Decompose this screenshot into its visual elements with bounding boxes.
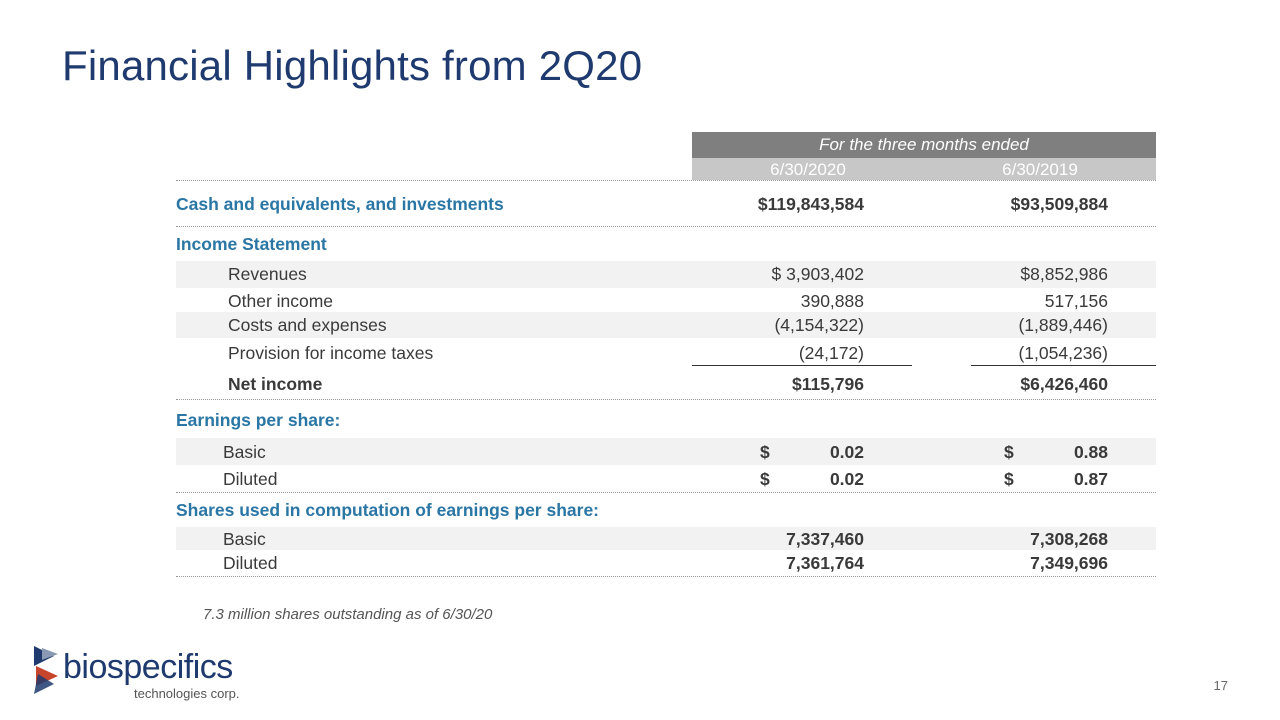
cash-value-2019: $93,509,884: [1010, 194, 1108, 214]
eps-basic-value-2019: 0.88: [1073, 442, 1108, 462]
subtotal-underline-2019: [971, 365, 1156, 366]
costs-label: Costs and expenses: [228, 315, 387, 335]
other-income-label: Other income: [228, 291, 334, 311]
shares-diluted-label: Diluted: [223, 553, 278, 573]
net-income-row: Net income $115,796 $6,426,460: [176, 372, 1156, 396]
eps-basic-label: Basic: [223, 442, 266, 462]
eps-diluted-value-2020: 0.02: [829, 469, 864, 489]
revenues-value-2019: $8,852,986: [1020, 264, 1108, 284]
period-header: For the three months ended: [692, 132, 1156, 158]
other-income-row: Other income 390,888 517,156: [176, 288, 1156, 312]
eps-diluted-value-2019: 0.87: [1073, 469, 1108, 489]
column-header-2020: 6/30/2020: [770, 160, 846, 179]
eps-basic-dollar-2019: $: [1004, 442, 1014, 462]
footnote: 7.3 million shares outstanding as of 6/3…: [203, 606, 493, 623]
income-statement-heading: Income Statement: [176, 234, 1156, 258]
shares-diluted-value-2020: 7,361,764: [786, 553, 864, 573]
taxes-label: Provision for income taxes: [228, 343, 434, 363]
logo-tagline: technologies corp.: [134, 686, 240, 701]
revenues-value-2020: $ 3,903,402: [771, 264, 864, 284]
divider: [176, 226, 1156, 227]
other-income-value-2020: 390,888: [800, 291, 864, 311]
eps-basic-row: Basic $ 0.02 $ 0.88: [176, 438, 1156, 465]
page-number: 17: [1213, 678, 1228, 693]
dna-helix-icon: [34, 646, 58, 694]
revenues-row: Revenues $ 3,903,402 $8,852,986: [176, 261, 1156, 288]
shares-label: Shares used in computation of earnings p…: [176, 500, 600, 520]
net-income-value-2019: $6,426,460: [1020, 374, 1108, 394]
eps-diluted-dollar-2019: $: [1004, 469, 1014, 489]
taxes-value-2020: (24,172): [798, 343, 864, 363]
eps-diluted-dollar-2020: $: [760, 469, 770, 489]
costs-row: Costs and expenses (4,154,322) (1,889,44…: [176, 312, 1156, 338]
column-header-row: 6/30/2020 6/30/2019: [692, 158, 1156, 180]
slide-title: Financial Highlights from 2Q20: [62, 42, 643, 89]
divider: [176, 180, 1156, 181]
cash-row: Cash and equivalents, and investments $1…: [176, 194, 1156, 218]
costs-value-2020: (4,154,322): [774, 315, 864, 335]
revenues-label: Revenues: [228, 264, 307, 284]
divider: [176, 399, 1156, 400]
net-income-label: Net income: [228, 374, 323, 394]
eps-heading: Earnings per share:: [176, 410, 1156, 434]
eps-diluted-label: Diluted: [223, 469, 278, 489]
taxes-row: Provision for income taxes (24,172) (1,0…: [176, 340, 1156, 364]
eps-label: Earnings per share:: [176, 410, 341, 430]
divider: [176, 576, 1156, 577]
net-income-value-2020: $115,796: [791, 374, 864, 394]
taxes-value-2019: (1,054,236): [1018, 343, 1108, 363]
income-statement-label: Income Statement: [176, 234, 327, 254]
column-header-2019: 6/30/2019: [1002, 160, 1078, 179]
shares-diluted-value-2019: 7,349,696: [1030, 553, 1108, 573]
company-logo: biospecifics technologies corp.: [30, 644, 245, 701]
eps-basic-value-2020: 0.02: [829, 442, 864, 462]
eps-diluted-row: Diluted $ 0.02 $ 0.87: [176, 465, 1156, 491]
shares-basic-value-2020: 7,337,460: [786, 529, 864, 549]
subtotal-underline-2020: [692, 365, 912, 366]
eps-basic-dollar-2020: $: [760, 442, 770, 462]
shares-basic-label: Basic: [223, 529, 266, 549]
costs-value-2019: (1,889,446): [1018, 315, 1108, 335]
other-income-value-2019: 517,156: [1044, 291, 1108, 311]
shares-heading: Shares used in computation of earnings p…: [176, 500, 1156, 524]
cash-value-2020: $119,843,584: [757, 194, 864, 214]
shares-diluted-row: Diluted 7,361,764 7,349,696: [176, 551, 1156, 575]
divider: [176, 492, 1156, 493]
shares-basic-row: Basic 7,337,460 7,308,268: [176, 527, 1156, 550]
logo-wordmark: biospecifics: [63, 648, 233, 686]
cash-label: Cash and equivalents, and investments: [176, 194, 504, 214]
shares-basic-value-2019: 7,308,268: [1030, 529, 1108, 549]
